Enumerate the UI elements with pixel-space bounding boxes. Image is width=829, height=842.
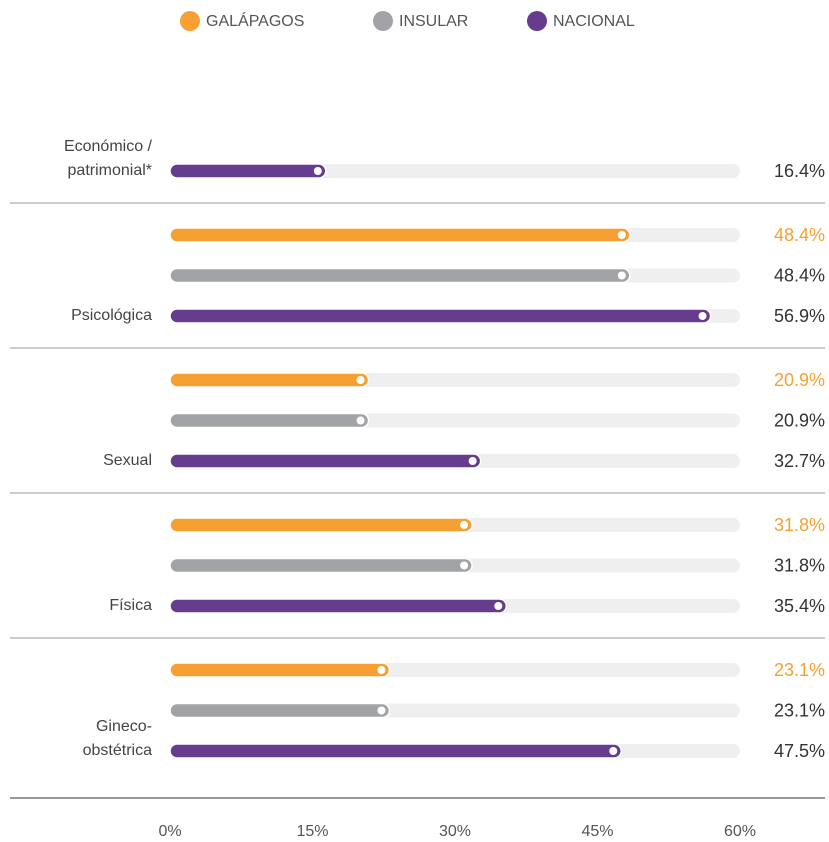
- bar: [169, 163, 327, 179]
- category-label: Sexual: [103, 452, 152, 469]
- bar-dot: [377, 666, 386, 674]
- bar-dot: [460, 521, 469, 529]
- bar-dot: [356, 376, 365, 384]
- value-label: 48.4%: [774, 265, 825, 285]
- x-tick-label: 0%: [158, 823, 181, 840]
- bar: [169, 662, 391, 678]
- bar-dot: [494, 602, 503, 610]
- category-label: Económico /: [64, 138, 153, 155]
- value-label: 32.7%: [774, 451, 825, 471]
- value-label: 20.9%: [774, 370, 825, 390]
- bar-dot: [617, 271, 626, 280]
- value-label: 47.5%: [774, 741, 825, 761]
- value-label: 23.1%: [774, 700, 825, 720]
- value-label: 56.9%: [774, 306, 825, 326]
- bar: [169, 267, 631, 284]
- legend-label: NACIONAL: [553, 13, 635, 30]
- value-label: 35.4%: [774, 596, 825, 616]
- bar: [169, 517, 473, 533]
- category-label: obstétrica: [83, 742, 152, 759]
- x-tick-label: 60%: [724, 823, 756, 840]
- value-label: 31.8%: [774, 515, 825, 535]
- bar-dot: [698, 312, 707, 320]
- bar-dot: [313, 167, 322, 175]
- legend-swatch: [527, 11, 547, 31]
- bar-dot: [468, 457, 477, 465]
- category-label: patrimonial*: [68, 162, 152, 179]
- bar: [169, 372, 370, 388]
- bar: [169, 412, 370, 429]
- x-tick-label: 30%: [439, 823, 471, 840]
- bar-dot: [460, 561, 469, 570]
- bar: [169, 557, 473, 574]
- bar: [169, 743, 622, 759]
- legend-swatch: [180, 11, 200, 31]
- bar-dot: [609, 747, 618, 755]
- bar: [169, 227, 631, 243]
- bar-dot: [377, 706, 386, 715]
- category-label: Gineco-: [96, 718, 152, 735]
- category-label: Física: [109, 597, 152, 614]
- legend-swatch: [373, 11, 393, 31]
- bar-dot: [617, 231, 626, 239]
- value-label: 48.4%: [774, 225, 825, 245]
- x-tick-label: 45%: [581, 823, 613, 840]
- bar: [169, 702, 391, 719]
- legend-label: GALÁPAGOS: [206, 11, 304, 30]
- bar-dot: [356, 416, 365, 425]
- value-label: 16.4%: [774, 161, 825, 181]
- bar: [169, 308, 712, 324]
- value-label: 23.1%: [774, 660, 825, 680]
- bar: [169, 453, 482, 469]
- category-label: Psicológica: [71, 307, 152, 324]
- value-label: 20.9%: [774, 410, 825, 430]
- x-tick-label: 15%: [296, 823, 328, 840]
- bar: [169, 598, 508, 614]
- legend-label: INSULAR: [399, 13, 468, 30]
- value-label: 31.8%: [774, 555, 825, 575]
